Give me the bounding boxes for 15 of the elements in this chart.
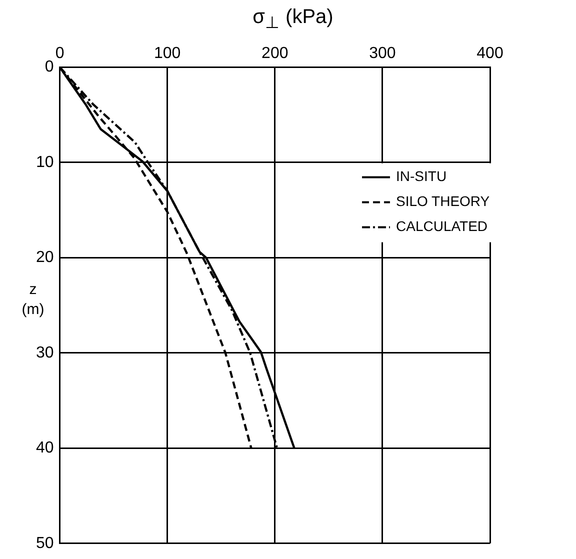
legend-label: CALCULATED [396,218,488,234]
y-tick-label: 0 [44,58,54,76]
y-tick-label: 20 [36,249,54,266]
y-tick-label: 10 [36,154,54,171]
x-tick-label: 100 [154,45,181,62]
x-tick-label: 300 [369,45,396,62]
x-tick-label: 400 [476,45,504,62]
legend-label: IN-SITU [396,168,447,184]
y-axis-title: z (m) [20,280,46,320]
legend-label: SILO THEORY [396,193,490,210]
y-tick-label: 40 [36,440,54,457]
y-tick-label: 50 [36,534,54,552]
x-axis-title: σ$_{⊥}$ (kPa) [252,6,334,33]
x-tick-label: 200 [262,45,288,62]
y-tick-label: 30 [36,344,54,362]
